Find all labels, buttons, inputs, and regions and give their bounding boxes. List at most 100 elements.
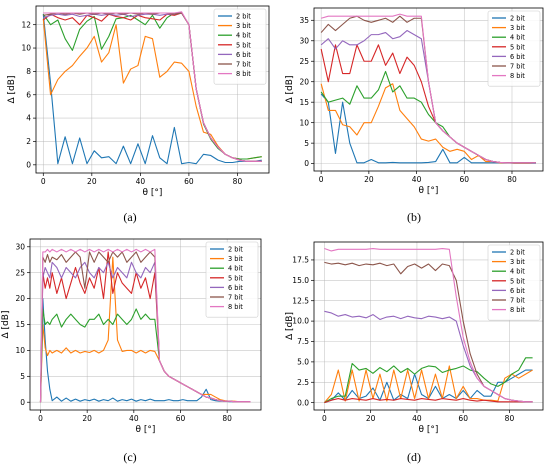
series-group bbox=[323, 247, 533, 404]
x-tick-label: 0 bbox=[38, 414, 43, 423]
x-axis-label: θ [°] bbox=[419, 425, 439, 435]
series-line-8-bit bbox=[324, 247, 533, 403]
legend-box bbox=[487, 244, 541, 321]
legend-label: 4 bit bbox=[510, 34, 525, 42]
series-line-2-bit bbox=[42, 14, 262, 165]
legend-label: 4 bit bbox=[236, 32, 251, 40]
y-tick-label: 25 bbox=[299, 57, 309, 66]
x-tick-label: 20 bbox=[366, 414, 376, 423]
series-line-4-bit bbox=[324, 357, 533, 404]
axes-frame bbox=[313, 7, 544, 172]
legend-label: 8 bit bbox=[510, 306, 525, 314]
y-tick-label: 15.0 bbox=[292, 276, 309, 285]
x-tick-label: 60 bbox=[184, 177, 194, 186]
x-tick-label: 40 bbox=[412, 175, 422, 184]
legend-box bbox=[213, 8, 267, 85]
series-group bbox=[42, 11, 262, 165]
y-tick-label: 2.5 bbox=[297, 378, 309, 387]
x-tick-label: 40 bbox=[412, 414, 422, 423]
y-tick-label: 25 bbox=[15, 268, 25, 277]
y-tick-label: 15 bbox=[299, 98, 309, 107]
legend-label: 5 bit bbox=[510, 43, 525, 51]
y-tick-label: 10 bbox=[15, 346, 25, 355]
legend-label: 7 bit bbox=[510, 63, 525, 71]
y-tick-label: 0 bbox=[304, 159, 309, 168]
series-line-8-bit bbox=[43, 11, 262, 162]
y-axis-label: Δ [dB] bbox=[285, 76, 295, 104]
x-tick-label: 0 bbox=[41, 177, 46, 186]
series-line-5-bit bbox=[324, 398, 533, 404]
y-tick-label: 5 bbox=[20, 372, 25, 381]
y-tick-label: 7.5 bbox=[297, 337, 309, 346]
legend-label: 6 bit bbox=[510, 287, 525, 295]
axes-frame bbox=[313, 241, 544, 411]
legend-label: 7 bit bbox=[228, 294, 243, 302]
y-tick-label: 10 bbox=[299, 118, 309, 127]
legend-label: 8 bit bbox=[510, 72, 525, 80]
series-line-3-bit bbox=[39, 256, 251, 403]
series-group bbox=[320, 13, 536, 164]
panel-caption: (a) bbox=[123, 210, 136, 224]
y-tick-label: 0 bbox=[20, 398, 25, 407]
legend-label: 7 bit bbox=[236, 61, 251, 69]
legend-label: 2 bit bbox=[236, 13, 251, 21]
y-tick-label: 12.5 bbox=[292, 296, 309, 305]
y-tick-label: 20 bbox=[299, 77, 309, 86]
y-axis-label: Δ [dB] bbox=[1, 311, 11, 339]
y-tick-label: 5.0 bbox=[297, 357, 309, 366]
y-tick-label: 8 bbox=[26, 67, 31, 76]
x-tick-label: 80 bbox=[505, 414, 515, 423]
x-tick-label: 60 bbox=[458, 414, 468, 423]
legend-label: 3 bit bbox=[228, 255, 243, 263]
y-tick-label: 10.0 bbox=[292, 317, 309, 326]
legend-label: 3 bit bbox=[510, 24, 525, 32]
x-tick-label: 20 bbox=[364, 175, 374, 184]
x-tick-label: 80 bbox=[222, 414, 232, 423]
x-tick-label: 20 bbox=[82, 414, 92, 423]
legend-label: 3 bit bbox=[510, 258, 525, 266]
series-line-3-bit bbox=[323, 365, 533, 404]
y-tick-label: 6 bbox=[26, 90, 31, 99]
y-tick-label: 5 bbox=[304, 139, 309, 148]
y-tick-label: 0 bbox=[26, 160, 31, 169]
panel-caption: (d) bbox=[407, 450, 421, 464]
axes-frame bbox=[35, 5, 270, 174]
x-tick-label: 0 bbox=[319, 175, 324, 184]
legend-label: 4 bit bbox=[510, 268, 525, 276]
legend-label: 2 bit bbox=[510, 249, 525, 257]
panel-caption: (c) bbox=[123, 450, 136, 464]
y-axis-label: Δ [dB] bbox=[285, 312, 295, 340]
y-tick-label: 35 bbox=[299, 16, 309, 25]
axes-frame bbox=[29, 238, 262, 411]
x-axis-label: θ [°] bbox=[419, 186, 439, 196]
legend-label: 8 bit bbox=[228, 303, 243, 311]
legend-label: 5 bit bbox=[510, 277, 525, 285]
y-tick-label: 10 bbox=[21, 44, 31, 53]
series-line-2-bit bbox=[39, 298, 251, 403]
legend-box bbox=[205, 241, 259, 318]
x-axis-label: θ [°] bbox=[136, 425, 156, 435]
legend-label: 5 bit bbox=[236, 41, 251, 49]
panel-d: 0 20 40 60 80 0.0 2.5 5.0 7.5 10.0 12.5 15.0 17.5 θ [… bbox=[285, 241, 544, 464]
legend-label: 2 bit bbox=[510, 15, 525, 23]
y-tick-label: 2 bbox=[26, 137, 31, 146]
x-axis-label: θ [°] bbox=[143, 188, 163, 198]
series-line-8-bit bbox=[39, 248, 251, 403]
legend-box bbox=[487, 10, 541, 87]
legend-label: 5 bit bbox=[228, 274, 243, 282]
legend-label: 6 bit bbox=[228, 284, 243, 292]
x-tick-label: 40 bbox=[129, 414, 139, 423]
y-tick-label: 4 bbox=[26, 114, 31, 123]
y-axis-label: Δ [dB] bbox=[7, 76, 17, 104]
y-tick-label: 17.5 bbox=[292, 256, 309, 265]
legend-label: 8 bit bbox=[236, 70, 251, 78]
x-tick-label: 0 bbox=[322, 414, 327, 423]
legend-label: 2 bit bbox=[228, 246, 243, 254]
x-tick-label: 40 bbox=[136, 177, 146, 186]
